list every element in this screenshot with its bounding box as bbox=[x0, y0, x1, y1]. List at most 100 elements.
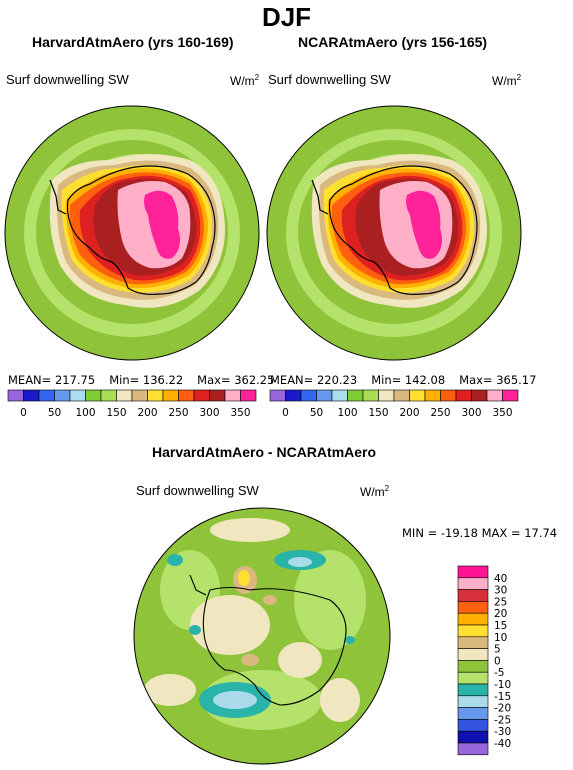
right-model-title: NCARAtmAero (yrs 156-165) bbox=[298, 34, 488, 50]
difference-colorbar-swatch bbox=[457, 683, 489, 697]
right-colorbar-swatch bbox=[471, 389, 488, 402]
difference-colorbar-label: 5 bbox=[494, 644, 501, 656]
difference-variable-label: Surf downwelling SW bbox=[136, 483, 259, 498]
difference-colorbar-label: -40 bbox=[494, 738, 511, 750]
difference-stats: MIN = -19.18 MAX = 17.74 bbox=[402, 526, 558, 540]
right-map-field bbox=[267, 106, 521, 360]
right-colorbar-tick-label: 350 bbox=[492, 407, 512, 419]
right-units: W/m2 bbox=[492, 73, 522, 88]
left-colorbar-tick-label: 200 bbox=[137, 407, 157, 419]
difference-units: W/m2 bbox=[360, 484, 390, 499]
left-max: Max= 362.25 bbox=[197, 373, 275, 387]
left-colorbar-tick-label: 100 bbox=[75, 407, 95, 419]
right-stats: MEAN= 220.23 Min= 142.08 Max= 365.17 bbox=[270, 373, 550, 387]
difference-colorbar-label: 10 bbox=[494, 632, 507, 644]
left-units: W/m2 bbox=[230, 73, 260, 88]
difference-colorbar-label: -30 bbox=[494, 726, 511, 738]
difference-colorbar-swatch bbox=[457, 660, 489, 673]
difference-colorbar-swatch bbox=[457, 612, 489, 626]
difference-colorbar-label: 20 bbox=[494, 608, 507, 620]
difference-colorbar-swatch bbox=[457, 707, 489, 720]
right-colorbar-swatch bbox=[285, 389, 302, 402]
difference-colorbar-swatch bbox=[457, 695, 489, 708]
difference-colorbar-label: -15 bbox=[494, 691, 511, 703]
left-model-title: HarvardAtmAero (yrs 160-169) bbox=[32, 34, 234, 50]
right-colorbar: 0 50 100 150 200 250 300 350 bbox=[269, 389, 519, 419]
difference-colorbar-swatch bbox=[457, 730, 489, 744]
left-colorbar-swatch bbox=[100, 389, 117, 402]
difference-colorbar-label: 30 bbox=[494, 585, 507, 597]
right-colorbar-tick-label: 150 bbox=[368, 407, 388, 419]
right-colorbar-swatch bbox=[362, 389, 379, 402]
right-colorbar-tick-label: 0 bbox=[282, 407, 289, 419]
left-colorbar-tick-label: 50 bbox=[48, 407, 61, 419]
right-colorbar-swatch bbox=[440, 389, 457, 402]
difference-colorbar-swatch bbox=[457, 601, 489, 614]
page-title: DJF bbox=[261, 2, 312, 32]
left-map-field bbox=[5, 106, 259, 360]
right-colorbar-swatch bbox=[331, 389, 348, 402]
right-colorbar-swatch bbox=[486, 389, 503, 402]
right-colorbar-swatch bbox=[378, 389, 395, 402]
left-colorbar-tick-label: 300 bbox=[199, 407, 219, 419]
difference-colorbar-label: -10 bbox=[494, 679, 511, 691]
right-colorbar-swatch bbox=[455, 389, 472, 402]
difference-colorbar-swatch bbox=[457, 589, 489, 602]
left-colorbar-swatch bbox=[240, 389, 257, 402]
left-colorbar-swatch bbox=[131, 389, 148, 402]
left-colorbar-swatch bbox=[178, 389, 195, 402]
right-colorbar-swatch bbox=[409, 389, 426, 402]
difference-colorbar-swatch bbox=[457, 648, 489, 661]
right-min: Min= 142.08 bbox=[371, 373, 446, 387]
right-colorbar-swatch bbox=[347, 389, 364, 402]
difference-colorbar-swatch bbox=[457, 671, 489, 685]
left-stats: MEAN= 217.75 Min= 136.22 Max= 362.25 bbox=[8, 373, 288, 387]
left-variable-label: Surf downwelling SW bbox=[6, 72, 129, 87]
right-colorbar-swatch bbox=[316, 389, 333, 402]
difference-colorbar-label: 40 bbox=[494, 573, 507, 585]
left-colorbar-tick-label: 150 bbox=[106, 407, 126, 419]
difference-title: HarvardAtmAero - NCARAtmAero bbox=[152, 444, 377, 460]
difference-colorbar-label: 25 bbox=[494, 596, 507, 608]
right-colorbar-tick-label: 100 bbox=[337, 407, 357, 419]
right-colorbar-swatch bbox=[269, 389, 286, 402]
right-max: Max= 365.17 bbox=[459, 373, 537, 387]
left-colorbar-swatch bbox=[116, 389, 133, 402]
left-colorbar: 0 50 100 150 200 250 300 350 bbox=[7, 389, 257, 419]
difference-colorbar-swatch bbox=[457, 636, 489, 649]
left-colorbar-swatch bbox=[162, 389, 179, 402]
left-colorbar-swatch bbox=[147, 389, 164, 402]
left-colorbar-swatch bbox=[23, 389, 40, 402]
right-colorbar-tick-label: 50 bbox=[310, 407, 323, 419]
left-colorbar-swatch bbox=[54, 389, 71, 402]
difference-colorbar-label: -25 bbox=[494, 714, 511, 726]
right-colorbar-tick-label: 300 bbox=[461, 407, 481, 419]
difference-map-field bbox=[134, 508, 390, 764]
left-min: Min= 136.22 bbox=[109, 373, 184, 387]
left-colorbar-swatch bbox=[193, 389, 210, 402]
right-colorbar-swatch bbox=[502, 389, 519, 402]
right-mean: MEAN= 220.23 bbox=[270, 373, 358, 387]
difference-colorbar-swatch bbox=[457, 577, 489, 590]
left-colorbar-tick-label: 350 bbox=[230, 407, 250, 419]
difference-colorbar-label: -5 bbox=[494, 667, 504, 679]
left-colorbar-tick-label: 0 bbox=[20, 407, 27, 419]
left-colorbar-swatch bbox=[224, 389, 241, 402]
right-variable-label: Surf downwelling SW bbox=[268, 72, 391, 87]
difference-colorbar-label: 15 bbox=[494, 620, 507, 632]
right-colorbar-swatch bbox=[300, 389, 317, 402]
difference-colorbar-swatch bbox=[457, 624, 489, 638]
right-colorbar-swatch bbox=[424, 389, 441, 402]
left-mean: MEAN= 217.75 bbox=[8, 373, 96, 387]
left-colorbar-swatch bbox=[7, 389, 24, 402]
difference-colorbar-swatch bbox=[457, 719, 489, 732]
difference-colorbar-label: 0 bbox=[494, 655, 501, 667]
left-colorbar-swatch bbox=[209, 389, 226, 402]
difference-colorbar-swatch bbox=[457, 742, 489, 756]
left-colorbar-swatch bbox=[38, 389, 55, 402]
left-colorbar-swatch bbox=[85, 389, 102, 402]
right-colorbar-tick-label: 250 bbox=[430, 407, 450, 419]
left-colorbar-swatch bbox=[69, 389, 86, 402]
